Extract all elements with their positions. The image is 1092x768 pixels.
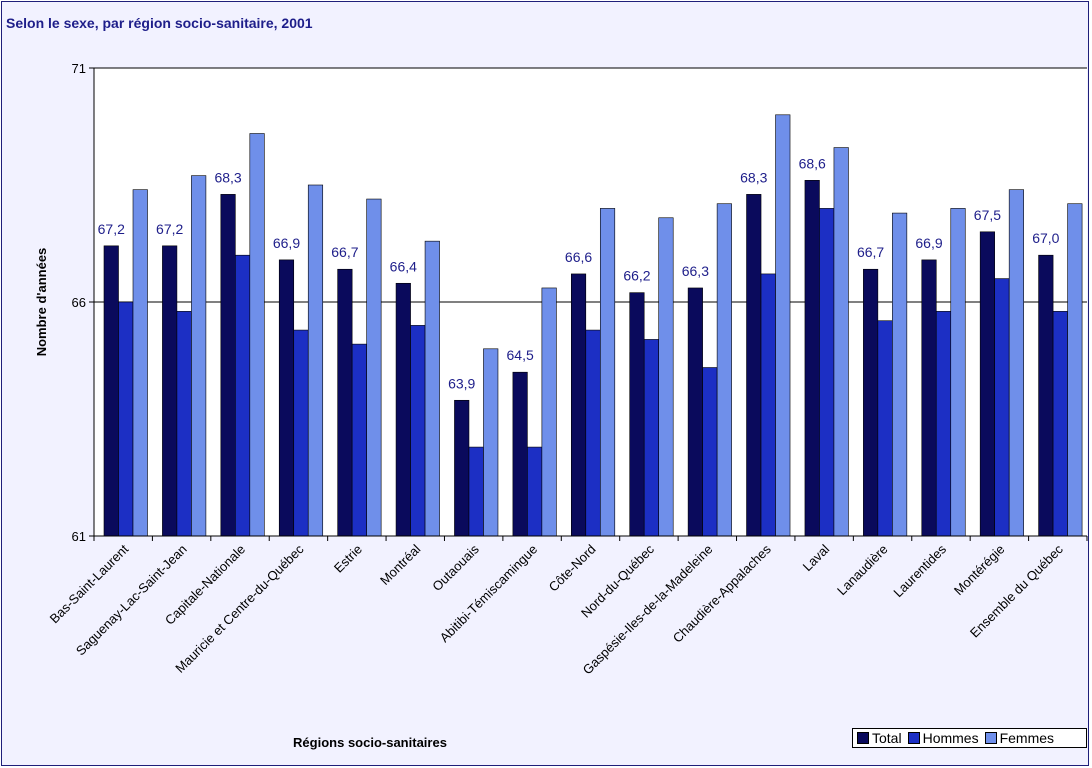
bar-hommes (877, 320, 893, 537)
legend-swatch-total (857, 732, 869, 744)
bar-hommes (410, 325, 426, 537)
x-tick-label: Montérégie (951, 542, 1008, 599)
data-label: 66,9 (915, 235, 942, 251)
bar-total (863, 268, 879, 537)
x-tick-label: Lanaudière (834, 542, 891, 599)
y-tick-label: 71 (72, 61, 86, 76)
data-label: 66,3 (682, 263, 709, 279)
data-label: 67,2 (98, 221, 125, 237)
data-label: 66,7 (331, 244, 358, 260)
bar-femmes (833, 147, 849, 537)
legend-swatch-femmes (984, 732, 997, 744)
bar-femmes (599, 208, 616, 537)
bar-femmes (950, 208, 966, 537)
bar-total (395, 282, 411, 537)
data-label: 63,9 (448, 375, 475, 391)
bar-hommes (994, 278, 1010, 537)
x-tick-label: Saguenay-Lac-Saint-Jean (73, 542, 190, 659)
legend-item-femmes: Femmes (984, 730, 1055, 746)
legend-item-total: Total (857, 730, 902, 746)
legend: Total Hommes Femmes (852, 728, 1087, 748)
bar-hommes (468, 446, 484, 537)
data-label: 66,9 (273, 235, 300, 251)
bar-femmes (658, 217, 674, 537)
bar-femmes (541, 287, 557, 537)
x-tick-label: Estrie (331, 542, 365, 576)
bar-hommes (643, 339, 660, 537)
data-label: 66,2 (623, 268, 650, 284)
bar-femmes (775, 114, 791, 537)
data-label: 66,7 (857, 244, 884, 260)
bar-hommes (176, 311, 192, 537)
bar-total (687, 287, 703, 537)
legend-label-hommes: Hommes (922, 730, 979, 746)
bar-total (454, 399, 470, 537)
chart-title: Selon le sexe, par région socio-sanitair… (6, 15, 313, 31)
bar-total (979, 231, 995, 537)
bar-total (278, 259, 295, 537)
bar-total (804, 180, 820, 537)
legend-label-femmes: Femmes (999, 730, 1055, 746)
data-label: 67,5 (974, 207, 1001, 223)
bar-total (746, 194, 762, 537)
data-label: 67,2 (156, 221, 183, 237)
legend-swatch-hommes (907, 732, 920, 744)
bar-femmes (307, 184, 324, 537)
bar-hommes (585, 329, 601, 537)
bar-femmes (191, 175, 207, 537)
bar-total (220, 194, 236, 537)
x-tick-label: Abitibi-Témiscamingue (437, 542, 541, 646)
bar-total (103, 245, 119, 537)
y-axis-title: Nombre d'années (34, 248, 49, 357)
x-tick-label: Montréal (377, 541, 423, 587)
bar-femmes (249, 133, 265, 537)
bar-total (512, 371, 528, 537)
bar-femmes (892, 212, 908, 537)
bar-hommes (760, 273, 776, 537)
bar-total (629, 292, 645, 537)
data-label: 68,3 (214, 169, 241, 185)
y-tick-label: 61 (72, 529, 86, 544)
bar-hommes (351, 343, 367, 537)
bar-hommes (819, 208, 835, 537)
bar-femmes (483, 348, 499, 537)
legend-label-total: Total (872, 730, 902, 746)
data-label: 66,6 (565, 249, 592, 265)
bar-total (337, 268, 353, 537)
bar-hommes (527, 446, 543, 537)
bar-hommes (293, 329, 309, 537)
bar-total (921, 259, 937, 537)
bar-hommes (235, 254, 251, 537)
x-tick-label: Outaouais (429, 541, 482, 594)
x-tick-label: Chaudière-Appalaches (670, 541, 774, 645)
y-tick-label: 66 (72, 295, 86, 310)
bar-femmes (424, 240, 440, 537)
data-label: 64,5 (507, 347, 534, 363)
bar-total (570, 273, 587, 537)
bar-femmes (1008, 189, 1024, 537)
x-axis-title: Régions socio-sanitaires (293, 735, 447, 750)
bar-total (162, 245, 178, 537)
x-tick-label: Laurentides (890, 541, 949, 600)
bar-hommes (1052, 311, 1068, 537)
x-tick-label: Mauricie et Centre-du-Québec (172, 541, 307, 676)
bar-hommes (118, 301, 134, 537)
bar-hommes (935, 311, 952, 537)
bar-hommes (702, 367, 718, 537)
bar-femmes (716, 203, 732, 537)
bar-femmes (366, 198, 382, 537)
data-label: 68,6 (799, 155, 826, 171)
bar-femmes (1067, 203, 1083, 537)
data-label: 68,3 (740, 169, 767, 185)
data-label: 66,4 (390, 258, 417, 274)
x-tick-label: Laval (800, 541, 833, 574)
bar-femmes (132, 189, 148, 537)
data-label: 67,0 (1032, 230, 1059, 246)
bar-total (1038, 254, 1054, 537)
x-tick-label: Côte-Nord (546, 542, 599, 595)
legend-item-hommes: Hommes (907, 730, 979, 746)
